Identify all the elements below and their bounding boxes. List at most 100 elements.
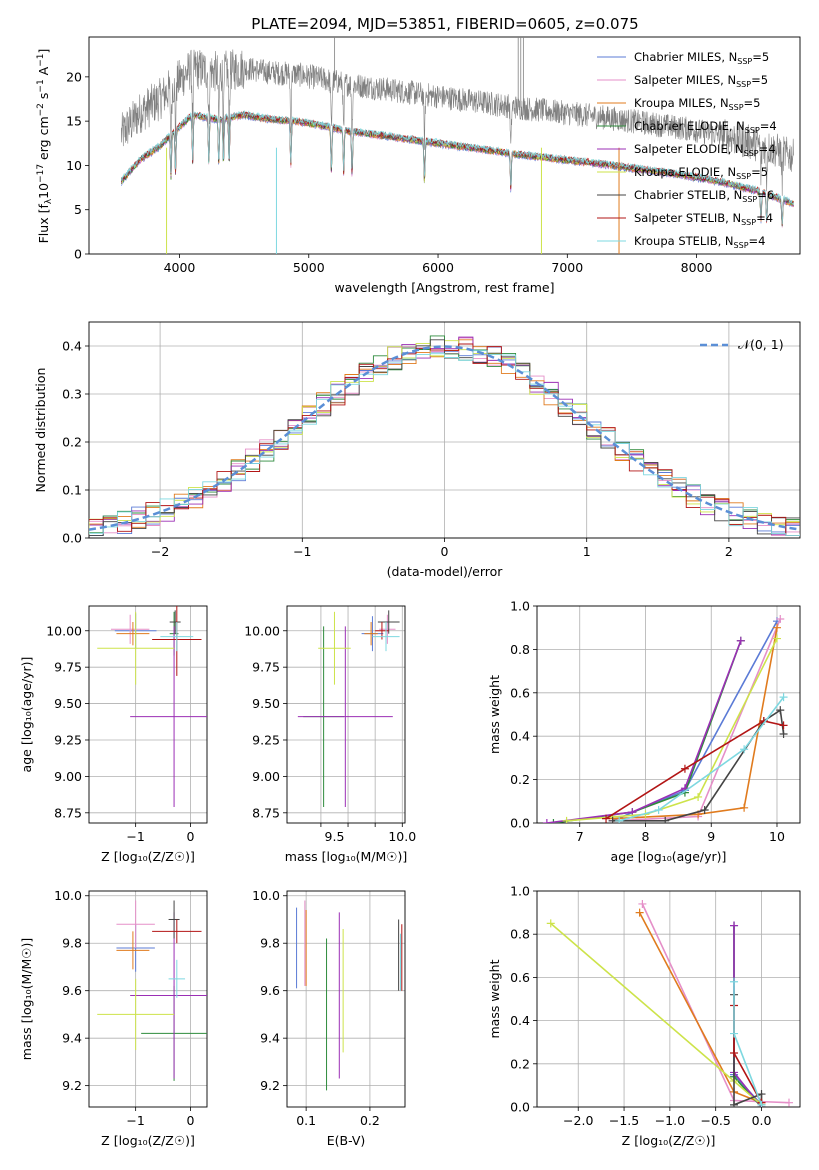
spectrum-legend: Chabrier MILES, NSSP=5 Salpeter MILES, NS… — [597, 50, 777, 250]
age-vs-mass-ytick-label: 10.00 — [244, 623, 280, 638]
weight-vs-age-marker-7 — [779, 721, 788, 730]
weight-vs-age-line-7 — [605, 720, 784, 820]
weight-vs-age-marker-8 — [615, 816, 624, 823]
residuals-ytick-label: 0.2 — [62, 435, 82, 450]
age-vs-mass-xlabel: mass [log₁₀(M/M☉)] — [285, 849, 407, 864]
weight-vs-age-marker-6 — [776, 706, 785, 715]
legend-label-1: Salpeter MILES, NSSP=5 — [634, 73, 768, 89]
weight-vs-age-line-4 — [546, 640, 742, 823]
mass-vs-Z-ytick-label: 9.8 — [62, 936, 82, 951]
weight-vs-Z-marker-8 — [730, 977, 739, 986]
age-vs-mass-ytick-label: 9.00 — [252, 769, 280, 784]
weight-vs-Z-ytick-label: 0.6 — [510, 970, 530, 985]
legend-label-8: Kroupa STELIB, NSSP=4 — [634, 234, 765, 250]
weight-vs-Z-ytick-label: 0.0 — [510, 1100, 530, 1115]
age-vs-mass-ytick-label: 9.25 — [252, 732, 280, 747]
spectrum-ytick-label: 5 — [74, 202, 82, 217]
weight-vs-Z-lines — [546, 899, 794, 1107]
weight-vs-age-marker-6 — [779, 730, 788, 739]
legend-label-4: Salpeter ELODIE, NSSP=4 — [634, 142, 776, 158]
age-vs-Z-panel: −1 0 8.75 9.00 9.25 9.50 9.75 10.00 Z [log₁₀(Z/Z… — [19, 605, 208, 864]
weight-vs-Z-ytick-label: 0.8 — [510, 927, 530, 942]
residuals-ytick-label: 0.1 — [62, 483, 82, 498]
age-vs-Z-ylabel: age [log₁₀(age/yr)] — [19, 657, 34, 773]
mass-vs-Z-ytick-label: 9.2 — [62, 1078, 82, 1093]
normal-reference-curve — [89, 345, 800, 531]
spectrum-ytick-label: 10 — [66, 158, 82, 173]
age-vs-mass-ytick-label: 9.75 — [252, 660, 280, 675]
weight-vs-Z-xtick-label: −0.5 — [701, 1113, 731, 1128]
legend-label-5: Kroupa ELODIE, NSSP=5 — [634, 165, 768, 181]
spectrum-ytick-label: 15 — [66, 114, 82, 129]
mass-vs-EBV-ytick-label: 9.4 — [260, 1031, 280, 1046]
mass-vs-Z-ytick-label: 9.6 — [62, 983, 82, 998]
weight-vs-Z-xtick-label: −1.0 — [655, 1113, 685, 1128]
spectrum-xtick-label: 4000 — [164, 260, 196, 275]
spectrum-data-line — [121, 49, 794, 196]
age-vs-Z-ytick-label: 9.75 — [54, 660, 82, 675]
residuals-xtick-label: −1 — [293, 544, 311, 559]
weight-vs-Z-marker-6 — [730, 1100, 739, 1107]
weight-vs-Z-marker-2 — [635, 908, 644, 917]
figure-title: PLATE=2094, MJD=53851, FIBERID=0605, z=0… — [251, 15, 638, 33]
residuals-ytick-label: 0.0 — [62, 531, 82, 546]
spectrum-ytick-label: 20 — [66, 69, 82, 84]
spectrum-xtick-label: 6000 — [422, 260, 454, 275]
age-vs-mass-ytick-label: 8.75 — [252, 805, 280, 820]
weight-vs-Z-line-5 — [550, 922, 763, 1106]
weight-vs-age-line-0 — [612, 620, 778, 822]
weight-vs-Z-panel: −2.0 −1.5 −1.0 −0.5 0.0 0.0 0.2 0.4 0.6 0.8 1.0 Z [… — [487, 884, 801, 1148]
weight-vs-Z-marker-8 — [730, 1029, 739, 1038]
weight-vs-age-ytick-label: 0.6 — [510, 685, 530, 700]
weight-vs-Z-ytick-label: 0.4 — [510, 1013, 530, 1028]
weight-vs-age-xtick-label: 10 — [769, 829, 785, 844]
weight-vs-age-frame — [536, 605, 801, 824]
age-vs-Z-ytick-label: 8.75 — [54, 805, 82, 820]
weight-vs-age-marker-4 — [542, 819, 551, 823]
age-vs-Z-xtick-label: −1 — [126, 829, 144, 844]
weight-vs-age-marker-2 — [772, 623, 781, 632]
weight-vs-Z-ytick-label: 1.0 — [510, 884, 530, 899]
mass-vs-Z-panel: −1 0 9.2 9.4 9.6 9.8 10.0 Z [log₁₀(Z/Z☉)] mass [… — [19, 888, 208, 1148]
mass-vs-Z-points — [97, 900, 207, 1081]
age-vs-Z-ytick-label: 9.25 — [54, 732, 82, 747]
residuals-ylabel: Normed distribution — [33, 368, 48, 493]
mass-vs-EBV-panel: 0.1 0.2 9.2 9.4 9.6 9.8 10.0 E(B-V) — [252, 888, 406, 1148]
weight-vs-Z-line-8 — [733, 981, 763, 1106]
mass-vs-EBV-ytick-label: 10.0 — [252, 888, 280, 903]
weight-vs-Z-marker-1 — [638, 899, 647, 908]
age-vs-mass-frame — [286, 605, 406, 824]
residual-hist-7 — [89, 343, 800, 537]
residuals-xtick-label: 2 — [725, 544, 733, 559]
mass-vs-Z-xtick-label: 0 — [187, 1113, 195, 1128]
residuals-ytick-label: 0.3 — [62, 387, 82, 402]
mass-vs-EBV-ytick-label: 9.6 — [260, 983, 280, 998]
weight-vs-age-line-6 — [612, 708, 785, 822]
age-vs-Z-ytick-label: 9.50 — [54, 696, 82, 711]
age-vs-mass-panel: 9.5 10.0 8.75 9.00 9.25 9.50 9.75 10.00 mass [lo… — [244, 605, 416, 864]
weight-vs-age-marker-5 — [562, 816, 571, 823]
spectrum-xtick-label: 5000 — [293, 260, 325, 275]
weight-vs-age-marker-7 — [680, 764, 689, 773]
weight-vs-Z-marker-4 — [730, 921, 739, 930]
weight-vs-Z-marker-7 — [730, 1049, 739, 1057]
mass-vs-EBV-ytick-label: 9.8 — [260, 936, 280, 951]
weight-vs-Z-ylabel: mass weight — [487, 959, 502, 1038]
residuals-xtick-label: 0 — [441, 544, 449, 559]
weight-vs-Z-frame — [536, 890, 801, 1108]
weight-vs-age-marker-5 — [694, 792, 703, 801]
weight-vs-age-ytick-label: 0.4 — [510, 729, 530, 744]
weight-vs-age-marker-1 — [776, 615, 785, 624]
weight-vs-age-ytick-label: 1.0 — [510, 599, 530, 614]
spectrum-ylabel: Flux [fλ10−17 erg cm−2 s−1 A−1] — [36, 49, 54, 244]
age-vs-mass-ytick-label: 9.50 — [252, 696, 280, 711]
age-vs-mass-points — [297, 610, 400, 807]
age-vs-Z-xtick-label: 0 — [187, 829, 195, 844]
mass-vs-EBV-xtick-label: 0.2 — [360, 1113, 380, 1128]
weight-vs-age-line-8 — [618, 696, 785, 822]
residuals-xlabel: (data-model)/error — [387, 564, 504, 579]
weight-vs-age-marker-2 — [740, 803, 749, 812]
legend-label-7: Salpeter STELIB, NSSP=4 — [634, 211, 773, 227]
weight-vs-age-marker-8 — [740, 745, 749, 754]
